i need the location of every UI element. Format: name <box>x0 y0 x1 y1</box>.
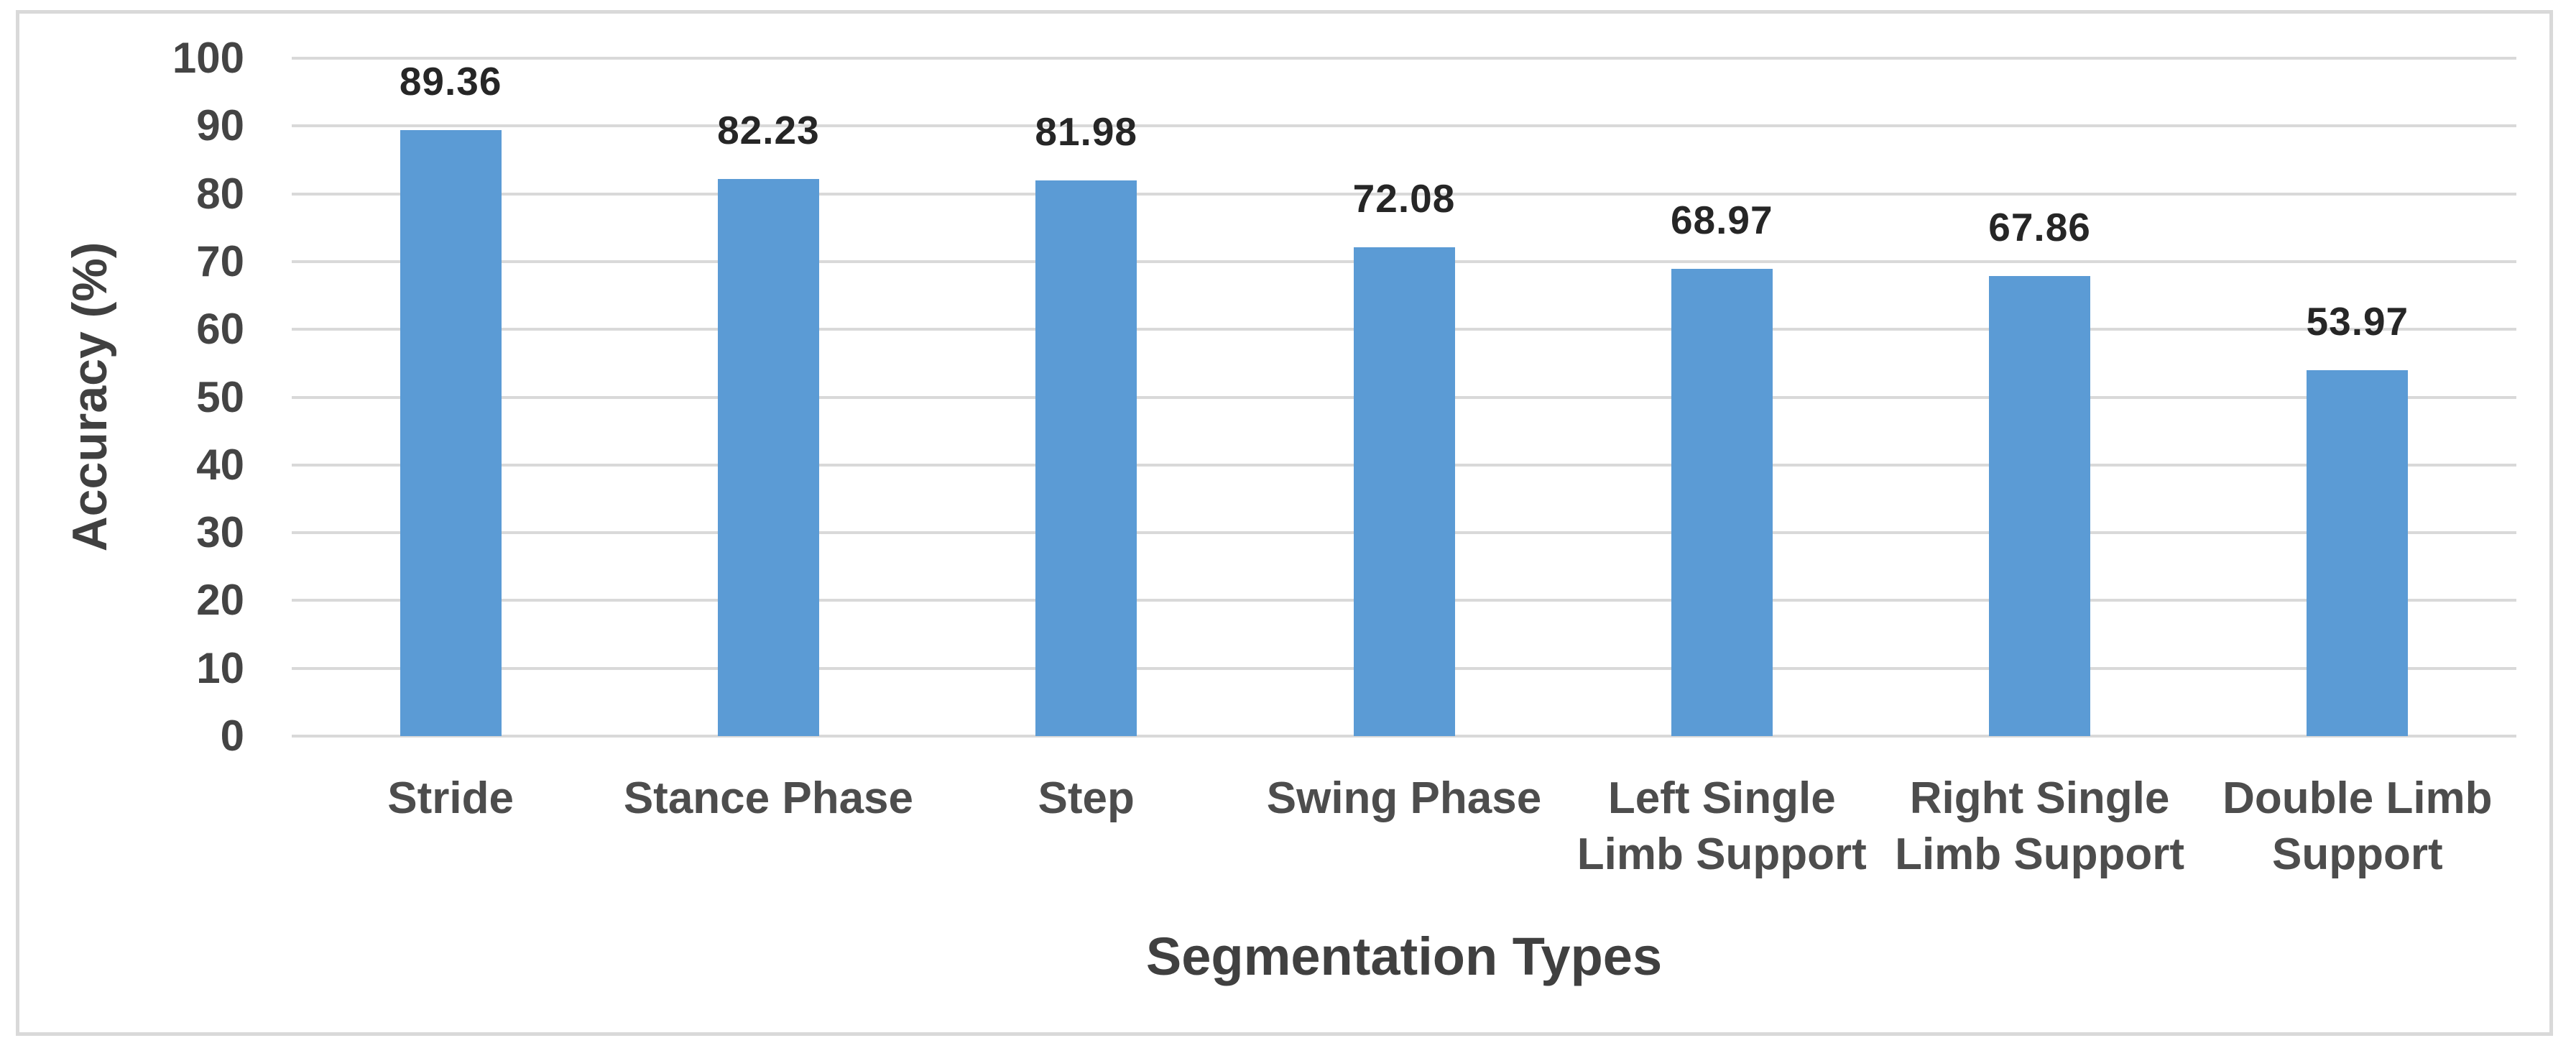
gridline-0 <box>292 735 2516 738</box>
bar-value-label-7: 53.97 <box>2306 299 2409 344</box>
x-category-label-line: Step <box>1038 773 1135 823</box>
x-category-label-line: Limb Support <box>1895 830 2185 879</box>
bar-value-label-3: 81.98 <box>1035 109 1138 154</box>
bar-4 <box>1353 247 1455 736</box>
x-category-label-3: Step <box>913 771 1260 827</box>
x-category-label-line: Swing Phase <box>1266 773 1542 823</box>
x-category-label-line: Limb Support <box>1576 830 1867 879</box>
y-tick-label-90: 90 <box>196 101 244 150</box>
x-axis-title: Segmentation Types <box>1145 927 1663 986</box>
bar-value-label-1: 89.36 <box>399 59 502 104</box>
y-tick-label-100: 100 <box>172 34 244 82</box>
gridline-100 <box>292 57 2516 60</box>
bar-value-label-4: 72.08 <box>1352 176 1456 221</box>
x-category-label-2: Stance Phase <box>595 771 941 827</box>
bar-5 <box>1671 268 1773 736</box>
gridline-90 <box>292 124 2516 128</box>
x-category-label-5: Left Single Limb Support <box>1548 771 1895 883</box>
x-category-label-1: Stride <box>277 771 624 827</box>
x-category-label-4: Swing Phase <box>1231 771 1577 827</box>
gridline-80 <box>292 192 2516 196</box>
bar-value-label-5: 68.97 <box>1670 197 1773 242</box>
x-category-label-line: Stride <box>387 773 514 823</box>
y-tick-label-70: 70 <box>196 236 244 285</box>
y-tick-label-0: 0 <box>220 712 244 760</box>
y-tick-label-60: 60 <box>196 305 244 354</box>
y-tick-label-50: 50 <box>196 372 244 421</box>
x-category-label-6: Right Single Limb Support <box>1866 771 2212 883</box>
y-tick-label-20: 20 <box>196 576 244 625</box>
x-category-label-line: Support <box>2272 830 2443 879</box>
y-tick-label-40: 40 <box>196 440 244 489</box>
x-category-label-line: Double Limb <box>2222 773 2493 823</box>
x-category-label-line: Left Single <box>1607 773 1836 823</box>
x-category-label-line: Right Single <box>1909 773 2170 823</box>
y-tick-label-30: 30 <box>196 508 244 557</box>
bar-2 <box>717 178 819 736</box>
x-category-label-7: Double Limb Support <box>2184 771 2531 883</box>
bar-7 <box>2307 370 2409 736</box>
x-category-label-line: Stance Phase <box>623 773 914 823</box>
bar-value-label-6: 67.86 <box>1988 205 2091 250</box>
bar-value-label-2: 82.23 <box>717 107 820 152</box>
y-tick-label-10: 10 <box>196 643 244 692</box>
bar-1 <box>400 130 502 736</box>
y-tick-label-80: 80 <box>196 169 244 218</box>
bar-3 <box>1035 180 1137 736</box>
bar-6 <box>1989 276 2091 736</box>
